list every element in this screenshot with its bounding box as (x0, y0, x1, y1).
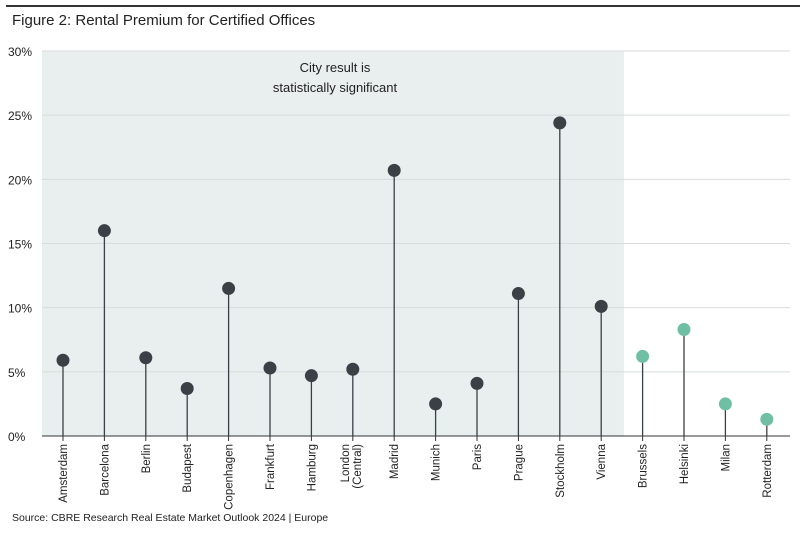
x-tick-label: Barcelona (99, 443, 111, 495)
lollipop-point (677, 322, 691, 336)
x-tick-label: Amsterdam (58, 444, 70, 503)
annotation-text: statistically significant (273, 80, 398, 95)
x-tick-label: Munich (431, 444, 443, 481)
x-tick-label: Budapest (182, 443, 194, 492)
lollipop-point (180, 382, 194, 396)
x-tick-label: Milan (720, 444, 732, 471)
lollipop-point (760, 412, 774, 426)
x-tick-label: Madrid (389, 444, 401, 479)
source-footer: Source: CBRE Research Real Estate Market… (12, 512, 329, 524)
lollipop-point (553, 116, 567, 130)
lollipop-point (263, 361, 277, 375)
x-tick-label: Berlin (141, 444, 153, 473)
lollipop-point (511, 287, 525, 301)
lollipop-point (139, 351, 153, 365)
lollipop-point (636, 349, 650, 363)
lollipop-point (718, 397, 732, 411)
y-tick-label: 0% (8, 430, 26, 444)
x-tick-label: Stockholm (555, 444, 567, 498)
lollipop-point (56, 353, 70, 367)
y-tick-label: 10% (8, 302, 32, 316)
x-tick-label: London (340, 444, 352, 482)
x-tick-label: Hamburg (306, 444, 318, 491)
lollipop-point (222, 281, 236, 295)
annotation-text: City result is (300, 60, 371, 75)
x-tick-label: Vienna (596, 443, 608, 479)
y-tick-label: 20% (8, 173, 32, 187)
y-tick-label: 15% (8, 238, 32, 252)
lollipop-point (594, 299, 608, 313)
x-tick-label: Prague (513, 444, 525, 481)
x-tick-label: Paris (472, 444, 484, 470)
top-rule (6, 5, 800, 7)
y-tick-label: 30% (8, 45, 32, 59)
lollipop-point (97, 224, 111, 238)
lollipop-point (429, 397, 443, 411)
lollipop-point (470, 376, 484, 390)
lollipop-point (304, 369, 318, 383)
x-tick-label: Brussels (638, 444, 650, 488)
x-tick-label: Copenhagen (224, 444, 236, 510)
x-tick-label: Helsinki (679, 444, 691, 484)
x-tick-label: Frankfurt (265, 443, 277, 490)
y-tick-label: 25% (8, 109, 32, 123)
lollipop-point (387, 163, 401, 177)
y-tick-label: 5% (8, 366, 26, 380)
x-tick-label: Rotterdam (762, 444, 774, 498)
lollipop-point (346, 362, 360, 376)
x-tick-label: (Central) (352, 444, 364, 489)
figure-title: Figure 2: Rental Premium for Certified O… (12, 12, 316, 29)
